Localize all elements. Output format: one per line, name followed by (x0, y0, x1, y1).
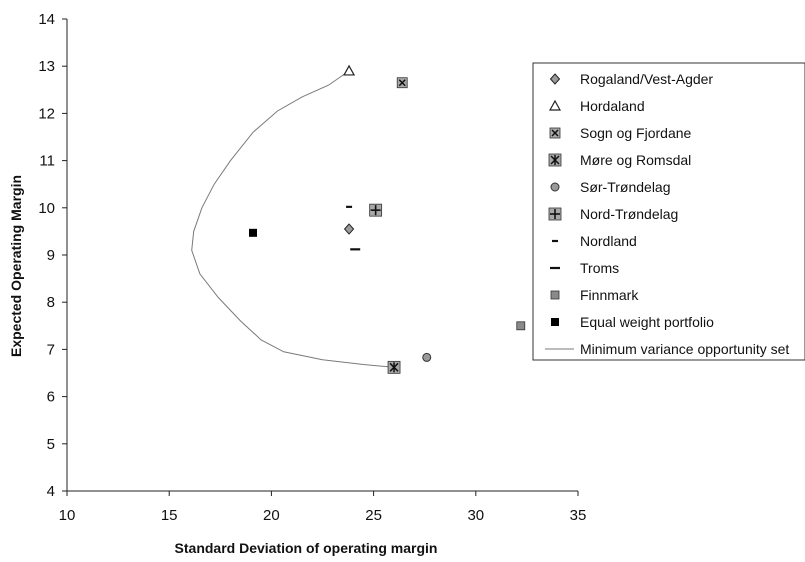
y-tick-label: 7 (47, 341, 55, 358)
legend-label: Nordland (580, 233, 637, 249)
legend-items: Rogaland/Vest-Agder Hordaland Sogn og Fjor… (545, 71, 789, 357)
legend-label: Sogn og Fjordane (580, 125, 692, 141)
data-point (249, 228, 258, 237)
legend-marker (550, 290, 560, 300)
legend-label: Nord-Trøndelag (580, 206, 678, 222)
x-axis-title: Standard Deviation of operating margin (175, 540, 438, 556)
y-tick-label: 6 (47, 389, 55, 406)
legend-marker (548, 207, 562, 221)
data-point (343, 64, 356, 76)
data-point (343, 223, 355, 235)
legend-label: Hordaland (580, 98, 645, 114)
x-tick-label: 15 (161, 507, 178, 524)
legend-label: Equal weight portfolio (580, 314, 714, 330)
legend-marker (548, 153, 562, 167)
data-point (387, 360, 401, 374)
y-tick-label: 14 (38, 11, 55, 28)
legend-marker (549, 73, 561, 85)
x-tick-label: 10 (59, 507, 76, 524)
data-point (396, 77, 408, 89)
legend-marker (551, 318, 559, 326)
legend-label: Minimum variance opportunity set (580, 341, 789, 357)
y-tick-label: 9 (47, 247, 55, 264)
data-point (516, 321, 526, 331)
legend-label: Troms (580, 260, 619, 276)
legend-marker (550, 182, 560, 192)
data-points-group (249, 64, 526, 374)
legend-label: Finnmark (580, 287, 639, 303)
legend-label: Rogaland/Vest-Agder (580, 71, 713, 87)
x-ticks-group: 10 15 20 25 30 35 (59, 491, 587, 524)
x-tick-label: 25 (365, 507, 382, 524)
x-tick-label: 35 (570, 507, 587, 524)
legend-marker (549, 127, 561, 139)
data-point (369, 203, 383, 217)
y-tick-label: 12 (38, 105, 55, 122)
data-point (422, 352, 432, 362)
axes-group (66, 19, 578, 492)
legend-label: Sør-Trøndelag (580, 179, 671, 195)
legend: Rogaland/Vest-Agder Hordaland Sogn og Fjor… (532, 62, 805, 361)
x-tick-label: 20 (263, 507, 280, 524)
y-tick-label: 5 (47, 436, 55, 453)
y-ticks-group: 4 5 6 7 8 9 10 11 12 13 14 (38, 11, 67, 500)
legend-marker (548, 99, 562, 111)
legend-label: Møre og Romsdal (580, 152, 691, 168)
y-tick-label: 13 (38, 58, 55, 75)
x-tick-label: 30 (467, 507, 484, 524)
y-axis-title: Expected Operating Margin (8, 175, 24, 357)
y-tick-label: 11 (39, 153, 55, 170)
y-tick-label: 10 (38, 200, 55, 217)
minimum-variance-curve (191, 70, 395, 368)
legend-box (532, 62, 805, 361)
y-tick-label: 8 (47, 294, 55, 311)
y-tick-label: 4 (47, 483, 55, 500)
